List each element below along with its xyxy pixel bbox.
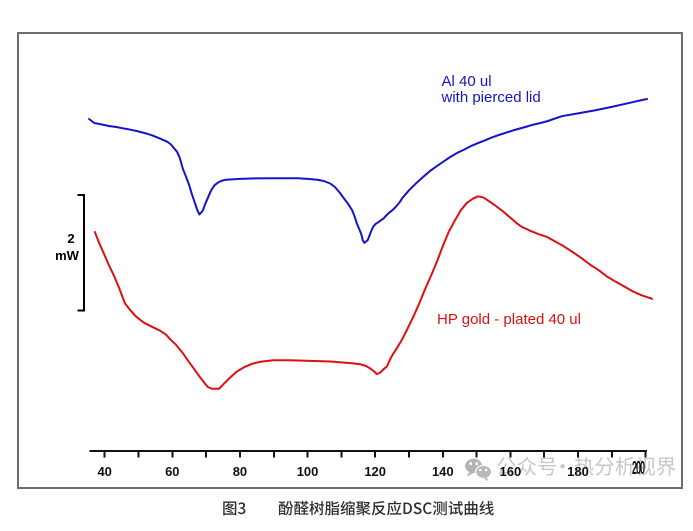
series-label-al: Al 40 ul with pierced lid [442,74,541,105]
x-tick-label-40: 40 [97,464,112,479]
x-tick-label-120: 120 [364,464,387,479]
x-axis [89,450,647,458]
series-label-al-line2: with pierced lid [441,88,541,106]
scale-bar-unit: mW [55,248,79,263]
x-tick-label-180: 180 [567,464,589,479]
curve-hp-gold-plated [93,195,654,390]
series-label-hp: HP gold - plated 40 ul [437,311,581,328]
plot-frame [17,32,683,489]
x-tick-label-100: 100 [296,464,319,479]
scale-bar-value: 2 [67,231,75,246]
caption-glyphs [223,500,494,515]
x-tick-label-60: 60 [165,464,180,479]
wechat-icon [465,458,493,482]
curve-al-pierced-lid [88,98,648,244]
series-label-al-line1: Al 40 ul [441,73,492,90]
watermark-text-glyphs [497,456,676,476]
x-tick-label-140: 140 [431,464,454,479]
x-tick-label-160: 160 [499,464,522,479]
scale-bar-bracket [77,194,85,312]
x-tick-label-80: 80 [232,464,248,479]
x-tick-label-200: 200 [632,457,645,478]
curves [88,98,654,390]
